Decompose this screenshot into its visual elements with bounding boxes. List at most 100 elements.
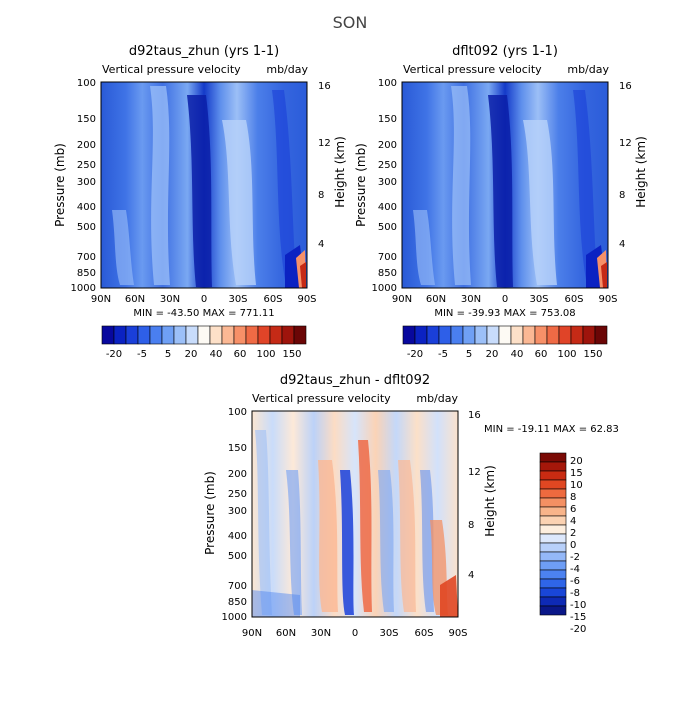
y-tick-label: 850 (378, 268, 397, 279)
y-tick-label: 250 (378, 160, 397, 171)
x-tick-labels: 90N 60N 30N 0 30S 60S 90S (91, 294, 317, 305)
colorbar-label: -20 (570, 624, 586, 635)
y-tick-label: 150 (77, 114, 96, 125)
y-right-axis-title: Height (km) (483, 465, 497, 536)
colorbar-label: 20 (486, 349, 499, 360)
y-axis-title: Pressure (mb) (203, 471, 217, 555)
y-tick-label: 700 (228, 581, 247, 592)
colorbar-label: 15 (570, 468, 583, 479)
panel-left-label: Vertical pressure velocity (403, 63, 542, 76)
colorbar-label: 4 (570, 516, 576, 527)
x-tick-label: 90N (392, 294, 412, 305)
colorbar-label: 6 (570, 504, 576, 515)
x-tick-label: 60N (426, 294, 446, 305)
colorbar-label: -20 (106, 349, 122, 360)
y-tick-label: 850 (228, 597, 247, 608)
colorbar-box (462, 325, 476, 345)
colorbar-box (173, 325, 187, 345)
y-tick-label: 200 (77, 140, 96, 151)
x-tick-label: 30S (529, 294, 548, 305)
colorbar-labels: -20 -5 5 20 40 60 100 150 (106, 349, 302, 360)
colorbar-box (510, 325, 524, 345)
colorbar-label: 20 (185, 349, 198, 360)
panel-units: mb/day (567, 63, 609, 76)
y-tick-label: 150 (228, 443, 247, 454)
y-tick-label: 400 (228, 531, 247, 542)
panel-title: dflt092 (yrs 1-1) (452, 44, 558, 59)
x-tick-label: 0 (502, 294, 508, 305)
colorbar-box (539, 506, 567, 517)
panel-title: d92taus_zhun - dflt092 (280, 373, 430, 388)
panel-title: d92taus_zhun (yrs 1-1) (129, 44, 279, 59)
colorbar (539, 452, 567, 616)
colorbar-label: -20 (407, 349, 423, 360)
y-right-tick-label: 12 (619, 138, 632, 149)
contour-field (252, 411, 458, 617)
y-tick-label: 500 (77, 222, 96, 233)
x-tick-labels: 90N 60N 30N 0 30S 60S 90S (392, 294, 618, 305)
colorbar-label: 8 (570, 492, 576, 503)
colorbar-box (570, 325, 584, 345)
colorbar-box (539, 551, 567, 562)
x-tick-label: 60S (564, 294, 583, 305)
colorbar-box (539, 533, 567, 544)
min-max-text: MIN = -39.93 MAX = 753.08 (434, 308, 575, 319)
y-tick-labels: 100 150 200 250 300 400 500 700 850 1000 (71, 78, 96, 294)
y-tick-label: 100 (228, 407, 247, 418)
y-tick-label: 300 (228, 506, 247, 517)
colorbar (402, 325, 608, 345)
y-right-tick-label: 16 (318, 81, 331, 92)
colorbar-box (558, 325, 572, 345)
colorbar-label: 40 (511, 349, 524, 360)
colorbar-box (539, 497, 567, 508)
x-tick-label: 60N (125, 294, 145, 305)
colorbar-box (269, 325, 283, 345)
colorbar-labels: -20 -5 5 20 40 60 100 150 (407, 349, 603, 360)
x-tick-label: 30S (379, 628, 398, 639)
y-right-tick-label: 16 (619, 81, 632, 92)
colorbar-box (539, 461, 567, 472)
contour-field (101, 82, 307, 288)
y-tick-label: 200 (228, 469, 247, 480)
y-right-tick-labels: 16 12 8 4 (318, 81, 331, 250)
x-tick-label: 30S (228, 294, 247, 305)
y-tick-label: 150 (378, 114, 397, 125)
colorbar-box (539, 560, 567, 571)
y-tick-label: 500 (378, 222, 397, 233)
y-tick-label: 400 (378, 202, 397, 213)
colorbar-label: -2 (570, 552, 580, 563)
y-right-tick-label: 12 (318, 138, 331, 149)
y-right-tick-label: 8 (619, 190, 625, 201)
colorbar-box (149, 325, 163, 345)
x-tick-label: 90N (242, 628, 262, 639)
colorbar-label: 10 (570, 480, 583, 491)
x-tick-label: 90S (448, 628, 467, 639)
colorbar-label: 150 (583, 349, 602, 360)
colorbar-box (539, 488, 567, 499)
colorbar-box (539, 452, 567, 463)
y-tick-label: 1000 (222, 612, 247, 623)
colorbar-box (539, 569, 567, 580)
colorbar-label: 150 (282, 349, 301, 360)
colorbar-box (539, 542, 567, 553)
y-right-tick-label: 4 (619, 239, 625, 250)
colorbar-box (539, 524, 567, 535)
x-tick-label: 60S (263, 294, 282, 305)
panel-left-label: Vertical pressure velocity (102, 63, 241, 76)
colorbar-box (546, 325, 560, 345)
colorbar-box (498, 325, 512, 345)
x-tick-label: 60N (276, 628, 296, 639)
colorbar-label: -15 (570, 612, 586, 623)
y-tick-label: 500 (228, 551, 247, 562)
y-axis-title: Pressure (mb) (53, 143, 67, 227)
colorbar-label: -6 (570, 576, 580, 587)
y-axis-title: Pressure (mb) (354, 143, 368, 227)
colorbar-label: 5 (466, 349, 472, 360)
colorbar-box (185, 325, 199, 345)
x-tick-label: 0 (352, 628, 358, 639)
colorbar-box (539, 587, 567, 598)
colorbar-box (486, 325, 500, 345)
x-tick-label: 90S (598, 294, 617, 305)
colorbar-box (534, 325, 548, 345)
y-tick-labels: 100 150 200 250 300 400 500 700 850 1000 (222, 407, 247, 623)
